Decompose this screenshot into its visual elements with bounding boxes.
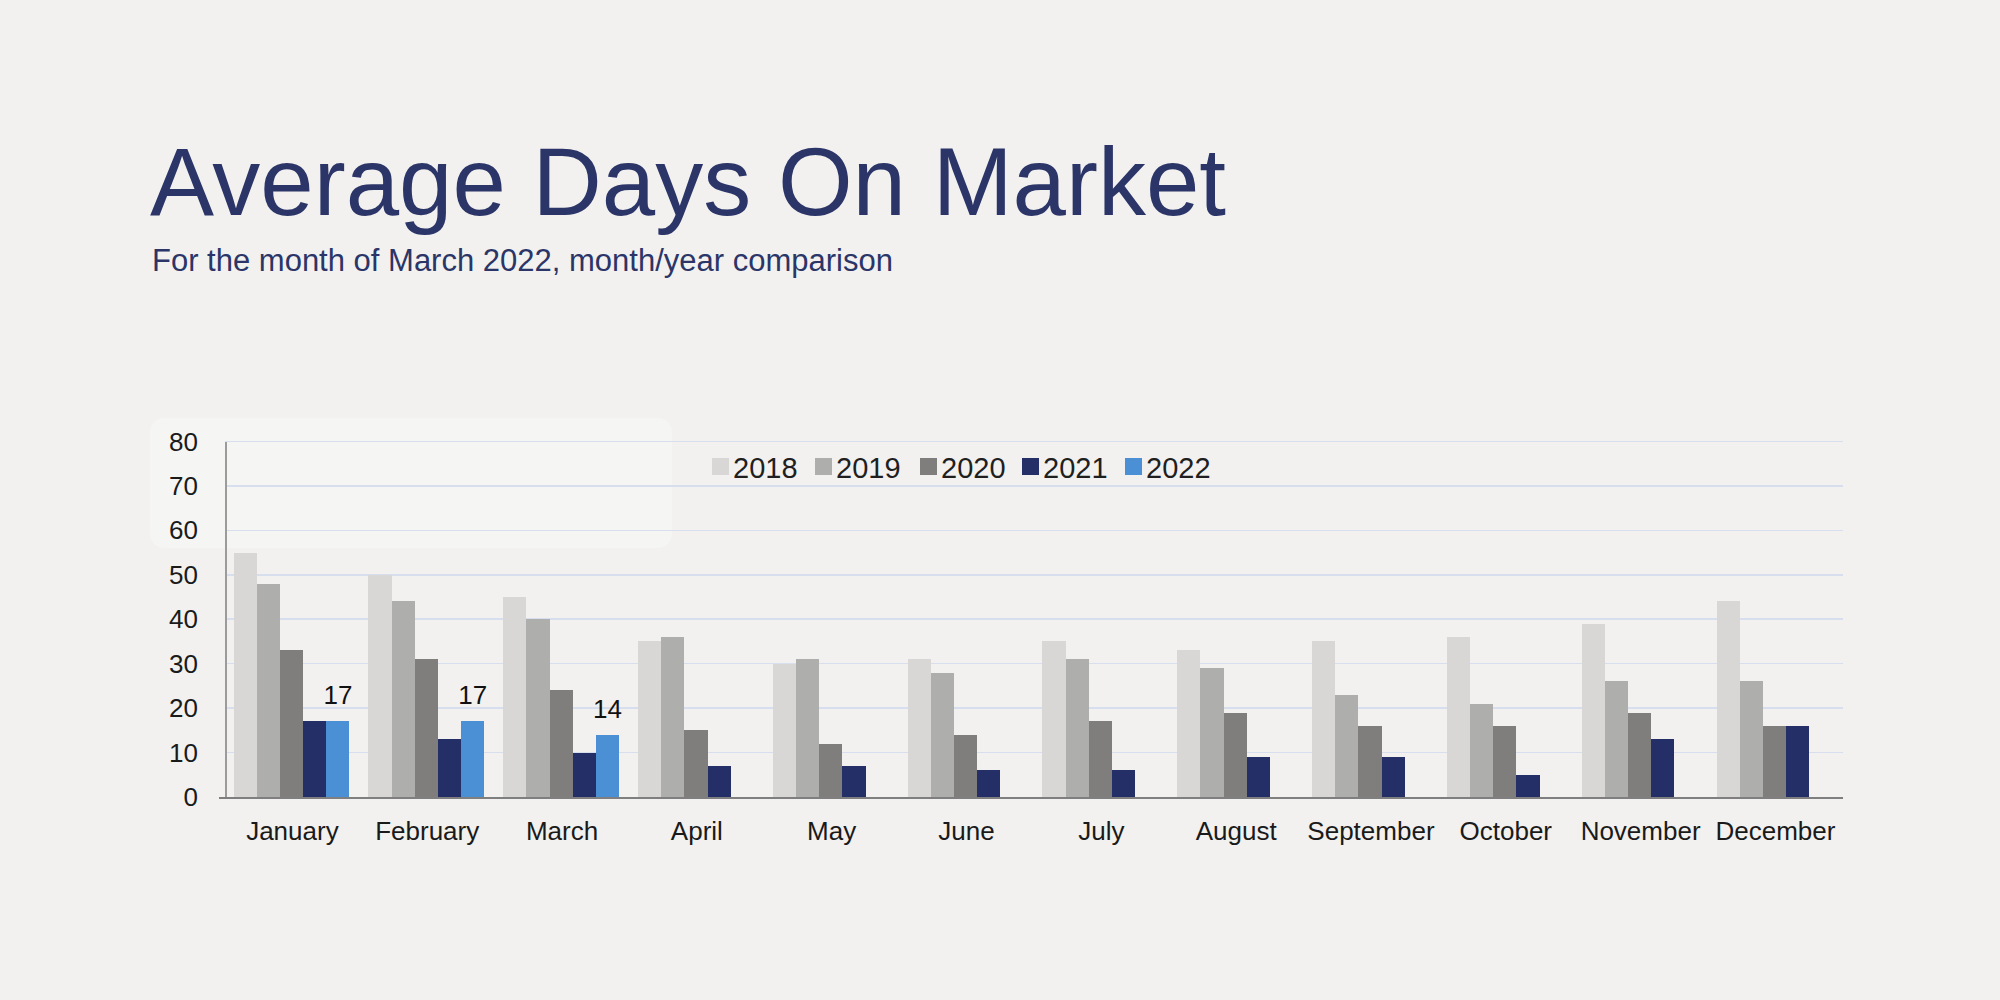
bar-2021-june [977,770,1000,797]
legend-swatch-2022 [1125,458,1142,475]
bar-2022-january [326,721,349,797]
bar-2018-july [1042,641,1065,797]
y-axis-label-30: 30 [100,651,198,677]
bar-2021-august [1247,757,1270,797]
bar-2018-april [638,641,661,797]
month-label-january: January [225,818,360,844]
legend-swatch-2019 [815,458,832,475]
bar-2021-november [1651,739,1674,797]
legend-label-2018: 2018 [733,453,798,483]
month-label-february: February [360,818,495,844]
bar-2021-january [303,721,326,797]
bar-2019-november [1605,681,1628,797]
month-label-september: September [1304,818,1439,844]
gridline-70 [225,485,1843,487]
y-axis-label-20: 20 [100,695,198,721]
bar-2018-february [368,575,391,797]
chart-title: Average Days On Market [150,134,1226,230]
legend-label-2020: 2020 [941,453,1006,483]
bar-2018-march [503,597,526,797]
bar-2019-october [1470,704,1493,797]
month-label-march: March [495,818,630,844]
bar-2020-march [550,690,573,797]
data-label-february-2022: 17 [443,682,503,708]
bar-2021-september [1382,757,1405,797]
legend-label-2022: 2022 [1146,453,1211,483]
y-axis-label-0: 0 [100,784,198,810]
bar-2018-october [1447,637,1470,797]
bar-2020-october [1493,726,1516,797]
bar-2019-january [257,584,280,797]
month-label-july: July [1034,818,1169,844]
page: Average Days On Market For the month of … [0,0,2000,1000]
month-label-august: August [1169,818,1304,844]
bar-2020-august [1224,713,1247,797]
bar-2019-december [1740,681,1763,797]
bar-2020-december [1763,726,1786,797]
bar-2022-march [596,735,619,797]
bar-2019-august [1200,668,1223,797]
bar-2019-july [1066,659,1089,797]
bar-2018-january [234,553,257,797]
chart-subtitle: For the month of March 2022, month/year … [152,245,893,276]
y-axis-label-70: 70 [100,473,198,499]
y-axis-label-80: 80 [100,429,198,455]
bar-2021-july [1112,770,1135,797]
bar-2019-april [661,637,684,797]
legend-swatch-2021 [1022,458,1039,475]
legend-swatch-2020 [920,458,937,475]
gridline-40 [225,618,1843,620]
bar-2020-april [684,730,707,797]
legend-label-2021: 2021 [1043,453,1108,483]
bar-2020-july [1089,721,1112,797]
bar-2019-june [931,673,954,797]
bar-2019-may [796,659,819,797]
bar-2019-september [1335,695,1358,797]
bar-2022-february [461,721,484,797]
bar-2020-june [954,735,977,797]
highlight-panel [150,418,672,548]
bar-2018-august [1177,650,1200,797]
data-label-january-2022: 17 [308,682,368,708]
month-label-november: November [1573,818,1708,844]
bar-2020-may [819,744,842,797]
bar-2021-december [1786,726,1809,797]
bar-2021-october [1516,775,1539,797]
bar-2020-february [415,659,438,797]
bar-2018-december [1717,601,1740,797]
bar-2021-march [573,753,596,797]
month-label-may: May [764,818,899,844]
month-label-october: October [1438,818,1573,844]
bar-2021-may [842,766,865,797]
bar-2018-september [1312,641,1335,797]
bar-2019-february [392,601,415,797]
bar-2020-september [1358,726,1381,797]
bar-2019-march [526,619,549,797]
y-axis-label-10: 10 [100,740,198,766]
month-label-june: June [899,818,1034,844]
bar-2020-november [1628,713,1651,797]
y-axis-line [225,442,227,797]
bar-2018-may [773,664,796,797]
bar-2018-november [1582,624,1605,797]
bar-2018-june [908,659,931,797]
legend-swatch-2018 [712,458,729,475]
legend-label-2019: 2019 [836,453,901,483]
month-label-april: April [629,818,764,844]
bar-2021-february [438,739,461,797]
data-label-march-2022: 14 [578,696,638,722]
gridline-80 [225,441,1843,443]
gridline-60 [225,530,1843,532]
y-axis-label-50: 50 [100,562,198,588]
bar-2021-april [708,766,731,797]
month-label-december: December [1708,818,1843,844]
y-axis-label-60: 60 [100,517,198,543]
gridline-50 [225,574,1843,576]
y-axis-label-40: 40 [100,606,198,632]
bar-2020-january [280,650,303,797]
